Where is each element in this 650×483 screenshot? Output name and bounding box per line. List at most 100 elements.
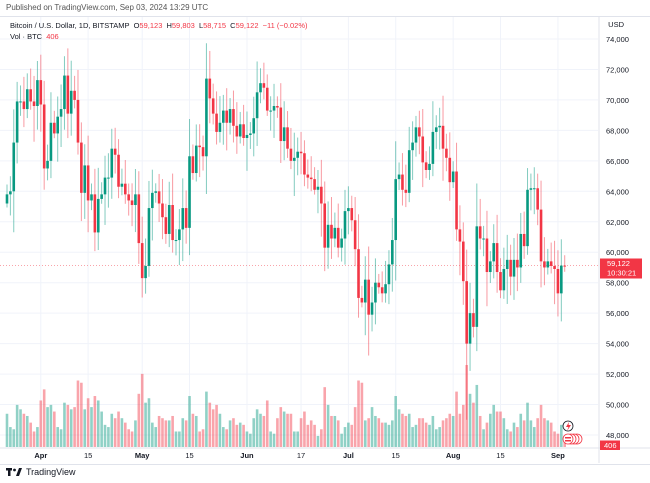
volume-label[interactable]: Vol · BTC: [10, 32, 43, 41]
volume-bar: [282, 411, 286, 447]
volume-bar: [536, 418, 539, 447]
x-tick-label: 15: [392, 451, 400, 460]
volume-bar: [110, 413, 114, 447]
volume-bar: [286, 413, 289, 447]
candle-body: [69, 90, 73, 114]
symbol-title[interactable]: Bitcoin / U.S. Dollar, 1D, BITSTAMP: [10, 21, 130, 30]
candle-body: [25, 89, 29, 110]
volume-bar: [296, 431, 299, 447]
x-tick-label: Jul: [343, 451, 354, 460]
candle: [161, 179, 164, 240]
candle: [509, 244, 512, 296]
volume-bar: [103, 424, 107, 447]
candle-body: [127, 194, 130, 201]
candle: [536, 173, 539, 226]
volume-bar: [113, 418, 117, 447]
volume-bar: [489, 413, 492, 447]
volume-bar: [249, 433, 252, 447]
y-tick-label: 64,000: [606, 187, 629, 196]
candle-body: [472, 313, 475, 327]
volume-bar: [350, 424, 354, 447]
volume-bar: [475, 384, 479, 447]
candle-body: [130, 200, 134, 206]
volume-bar: [522, 420, 526, 447]
candle: [462, 222, 465, 305]
candle: [340, 228, 343, 262]
candle: [455, 142, 458, 241]
y-tick-label: 70,000: [606, 96, 629, 105]
candle-body: [370, 302, 374, 315]
candle-body: [59, 109, 63, 117]
volume-bar: [357, 380, 360, 447]
candle: [394, 141, 397, 281]
candle-body: [167, 205, 171, 234]
flag-glyph: [565, 440, 571, 442]
y-tick-label: 54,000: [606, 340, 629, 349]
candle-body: [49, 122, 53, 161]
candle: [25, 73, 29, 119]
candle: [505, 234, 509, 304]
candle: [553, 240, 556, 305]
volume-bar: [12, 429, 16, 447]
candle-body: [394, 179, 397, 241]
candle-body: [539, 209, 543, 262]
candle: [178, 209, 181, 266]
candle-body: [468, 313, 472, 344]
candle-body: [448, 157, 452, 183]
candle: [15, 81, 19, 164]
x-tick-label: 15: [84, 451, 92, 460]
candle-body: [164, 217, 168, 234]
candle-body: [255, 92, 259, 119]
volume-bar: [428, 424, 431, 447]
candle: [475, 183, 479, 352]
candle: [80, 122, 83, 222]
candle-body: [485, 238, 489, 273]
last-price-label: 59,122: [607, 259, 630, 268]
volume-bar: [208, 402, 212, 447]
candle: [387, 250, 391, 305]
volume-bar: [279, 407, 283, 447]
candle-body: [245, 134, 249, 138]
volume-bar: [407, 413, 411, 447]
candle: [235, 102, 239, 154]
candle-body: [282, 127, 286, 142]
candle: [188, 119, 191, 256]
candle: [5, 184, 9, 208]
economic-event-icon: [562, 433, 574, 445]
candle: [370, 286, 374, 332]
candle-body: [350, 208, 354, 221]
candle: [56, 96, 59, 162]
volume-bar: [228, 420, 232, 447]
y-tick-label: 52,000: [606, 370, 629, 379]
candle-body: [529, 188, 533, 190]
volume-bar: [367, 418, 370, 447]
candle-body: [86, 165, 90, 201]
candle-body: [465, 281, 468, 344]
candle-body: [120, 183, 124, 187]
candle-body: [516, 259, 519, 268]
candle-body: [478, 226, 482, 239]
candle: [171, 173, 174, 253]
candle-body: [299, 151, 303, 154]
candle-body: [12, 142, 16, 192]
x-tick-label: May: [135, 451, 150, 460]
candle: [492, 224, 496, 279]
volume-bar: [137, 393, 141, 447]
candle: [83, 144, 87, 219]
currency-label[interactable]: USD: [608, 20, 624, 29]
volume-bar: [181, 418, 185, 447]
volume-bar: [293, 431, 296, 447]
candle: [289, 127, 293, 170]
candle: [421, 108, 425, 188]
candle: [320, 159, 323, 237]
volume-bar: [299, 418, 303, 447]
candle: [549, 242, 553, 274]
candle-body: [63, 75, 66, 110]
candle-body: [293, 157, 296, 161]
candle-body: [181, 208, 185, 230]
volume-bar: [445, 418, 448, 447]
candle-body: [556, 268, 560, 294]
candle: [276, 96, 279, 118]
candle: [350, 195, 354, 232]
